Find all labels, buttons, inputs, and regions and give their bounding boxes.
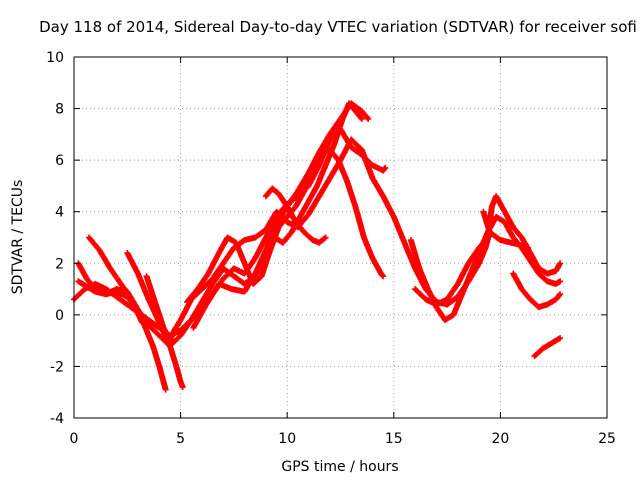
plot-frame	[73, 56, 608, 419]
data-points	[71, 100, 564, 393]
marker-trail	[190, 100, 365, 331]
y-tick-label: -4	[50, 411, 64, 427]
series-arc-1	[71, 100, 372, 339]
chart-title: Day 118 of 2014, Sidereal Day-to-day VTE…	[39, 18, 637, 36]
x-tick-label: 15	[385, 431, 403, 447]
x-axis-ticks: 0 5 10 15 20 25	[70, 57, 616, 447]
y-tick-label: 8	[55, 102, 64, 118]
series-arc-8	[190, 100, 365, 331]
x-tick-label: 10	[278, 431, 296, 447]
y-tick-label: 4	[55, 205, 64, 221]
marker-trail	[531, 335, 564, 360]
y-tick-label: 10	[46, 50, 64, 66]
series-arc-11	[412, 193, 564, 308]
x-tick-label: 20	[491, 431, 509, 447]
series-arc-12	[480, 208, 532, 251]
marker-trail	[124, 250, 186, 391]
y-axis-label: SDTVAR / TECUs	[10, 180, 26, 295]
series-arc-14	[531, 335, 564, 360]
marker-trail	[71, 100, 372, 339]
series-arc-7	[184, 146, 387, 305]
marker-trail	[184, 146, 387, 305]
y-tick-label: 2	[55, 256, 64, 272]
marker-trail	[412, 193, 564, 308]
x-tick-label: 25	[598, 431, 616, 447]
x-axis-label: GPS time / hours	[281, 459, 398, 475]
grid	[74, 57, 607, 418]
y-axis-ticks: -4 -2 0 2 4 6 8 10	[46, 50, 607, 427]
x-tick-label: 5	[176, 431, 185, 447]
y-tick-label: -2	[50, 359, 64, 375]
marker-trail	[510, 270, 564, 311]
y-tick-label: 0	[55, 308, 64, 324]
x-tick-label: 0	[70, 431, 79, 447]
marker-trail	[480, 208, 532, 251]
series-arc-13	[510, 270, 564, 311]
y-tick-label: 6	[55, 153, 64, 169]
marker-trail	[262, 185, 329, 246]
series-arc-5	[124, 250, 186, 391]
series-arc-9	[262, 185, 329, 246]
